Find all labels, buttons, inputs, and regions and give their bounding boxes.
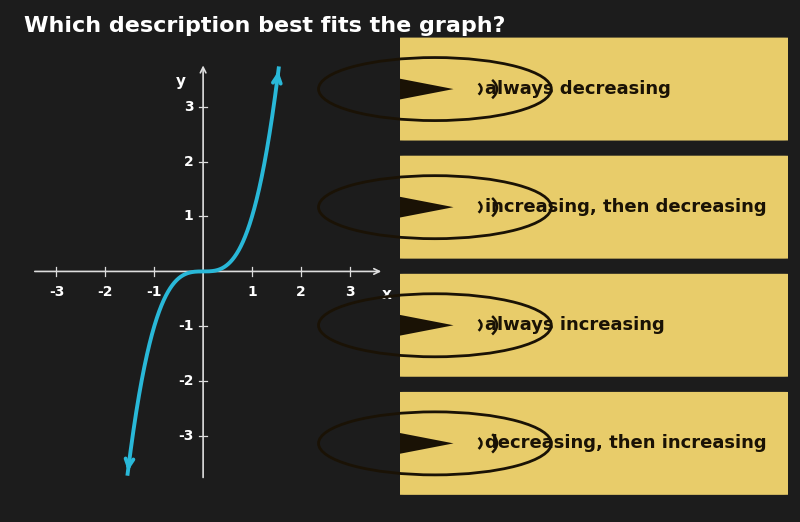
FancyBboxPatch shape [388,38,800,140]
Text: 1: 1 [247,285,257,299]
Text: -1: -1 [178,319,194,334]
FancyBboxPatch shape [388,156,800,258]
Text: 1: 1 [183,209,194,223]
Text: 3: 3 [184,100,194,114]
Text: increasing, then decreasing: increasing, then decreasing [486,198,767,216]
FancyBboxPatch shape [388,392,800,495]
Polygon shape [378,74,454,104]
Text: -2: -2 [178,374,194,388]
Polygon shape [378,429,454,458]
Text: always increasing: always increasing [486,316,665,334]
Text: -3: -3 [49,285,64,299]
FancyBboxPatch shape [388,274,800,377]
Text: 2: 2 [183,155,194,169]
Text: -3: -3 [178,429,194,443]
Text: Which description best fits the graph?: Which description best fits the graph? [24,16,506,35]
Text: -1: -1 [146,285,162,299]
Text: -2: -2 [98,285,113,299]
Text: 3: 3 [345,285,354,299]
Text: x: x [382,287,391,302]
Polygon shape [378,311,454,340]
Text: 2: 2 [296,285,306,299]
Text: always decreasing: always decreasing [486,80,671,98]
Text: y: y [176,74,186,89]
Text: decreasing, then increasing: decreasing, then increasing [486,434,767,453]
Polygon shape [378,193,454,222]
